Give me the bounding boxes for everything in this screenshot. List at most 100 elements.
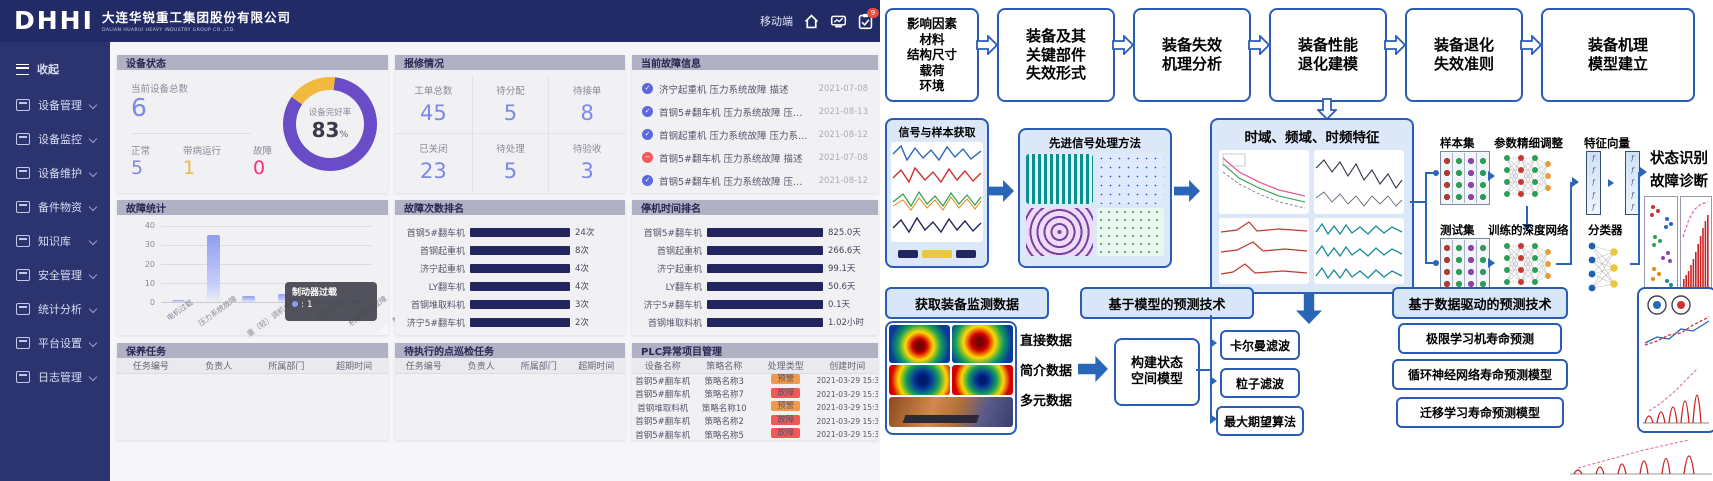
state-space-model-box: 构建状态 空间模型	[1114, 338, 1200, 406]
bar-noise[interactable]	[277, 294, 291, 302]
signal-box-controls	[887, 250, 987, 258]
arrow-right-icon	[1640, 167, 1652, 177]
divider	[131, 133, 251, 134]
table-row[interactable]: 首钢5#翻车机 策略名称2 故障 2021-03-29 15:39	[635, 414, 878, 428]
monitor-data-label: 获取装备监测数据	[885, 287, 1049, 319]
mobile-link[interactable]: 移动端	[760, 15, 793, 28]
monitor-chart-icon[interactable]	[830, 13, 847, 30]
home-icon[interactable]	[803, 13, 820, 30]
elm-prediction-box: 极限学习机寿命预测	[1398, 323, 1562, 354]
fault-list-item[interactable]: ✓ 首钢起重机 压力系统故障 压力系统故障 2021-08-12	[642, 123, 868, 146]
data-driven-label: 基于数据驱动的预测技术	[1392, 287, 1568, 319]
equipment-monitoring-icon	[16, 133, 30, 145]
connector-line	[1425, 172, 1436, 174]
current-fault-panel: 当前故障信息 ✓ 济宁起重机 压力系统故障 描述 2021-07-08 ✓ 首钢5#翻…	[632, 55, 878, 193]
sidebar-item-equipment-management[interactable]: 设备管理	[0, 90, 110, 120]
table-header: 设备名称 策略名称 处理类型 创建时间	[632, 358, 878, 374]
rings-image	[1026, 208, 1093, 256]
fault-list-item[interactable]: ✓首钢5#翻车机 压力系统故障 压力系统...2021-08-12	[642, 169, 868, 192]
table-row[interactable]: 首钢堆取料机 策略名称10 预警 2021-03-29 15:39	[637, 401, 878, 414]
sidebar-item-safety-management[interactable]: 安全管理	[0, 260, 110, 290]
processing-box-title: 先进信号处理方法	[1049, 136, 1141, 150]
sidebar-item-spare-parts[interactable]: 备件物资	[0, 192, 110, 222]
deep-network-image	[1503, 242, 1552, 286]
table-row[interactable]: 首钢5#翻车机 策略名称5 故障 2021-03-29 15:39	[635, 428, 878, 441]
flow-box-failure-criteria: 装备退化 失效准则	[1405, 8, 1523, 102]
sample-set-image	[1440, 151, 1490, 205]
status-badge: 预警	[771, 374, 801, 385]
rank-row: 首钢堆取料机 3次	[410, 299, 589, 311]
sidebar-item-equipment-maintenance[interactable]: 设备维护	[0, 158, 110, 188]
panel-header: 当前故障信息	[632, 55, 878, 70]
sample-chip[interactable]	[898, 250, 918, 258]
branch-bullet	[1433, 170, 1439, 176]
panel-title: PLC异常项目管理	[641, 347, 723, 358]
param-tuning-label: 参数精细调整	[1494, 136, 1563, 150]
fault-list-item[interactable]: − 首钢5#翻车机 压力系统故障 描述 2021-07-08	[642, 146, 868, 169]
prediction-result-box	[1637, 287, 1713, 433]
fault-stat: 故障 0	[253, 146, 273, 179]
feature-extraction-box: 时域、频域、时频特征	[1210, 118, 1414, 294]
sidebar-collapse[interactable]: 收起	[0, 54, 110, 84]
contour-image	[889, 325, 950, 363]
flow-box-degradation-modeling: 装备性能 退化建模	[1269, 8, 1387, 102]
hollow-arrow-right-icon	[976, 35, 998, 55]
transfer-learning-box: 迁移学习寿命预测模型	[1396, 397, 1564, 428]
connector-line	[1556, 263, 1570, 265]
hamburger-icon	[16, 63, 29, 75]
chevron-down-icon	[88, 236, 98, 246]
chevron-down-icon	[88, 100, 98, 110]
panel-header: 故障统计	[117, 200, 388, 215]
rank-row: 首钢起重机 266.6天	[656, 245, 861, 257]
decay-curves-plot	[1219, 150, 1309, 214]
notification-badge: 9	[867, 7, 879, 18]
contour-thumbnails	[887, 323, 1015, 397]
hollow-arrow-right-icon	[1112, 35, 1134, 55]
test-set-label: 测试集	[1440, 223, 1475, 237]
fault-list-item[interactable]: ✓ 济宁起重机 压力系统故障 描述 2021-07-08	[642, 77, 868, 100]
equipment-maintenance-icon	[16, 167, 30, 179]
chevron-down-icon	[88, 304, 98, 314]
arrow-right-icon	[1210, 338, 1222, 348]
bar-motor-overload[interactable]	[172, 299, 186, 302]
bar-tipper-motor[interactable]	[242, 295, 256, 302]
status-badge: 故障	[771, 414, 801, 425]
sample-set-label: 样本集	[1440, 136, 1475, 150]
rank-row: 济宁起重机 4次	[419, 263, 589, 275]
rank-row: 济宁5#翻车机 2次	[406, 317, 589, 329]
knowledge-base-icon	[16, 235, 30, 247]
platform-settings-icon	[16, 337, 30, 349]
repair-grid: 工单总数 45 待分配 5 待接单 8 已关闭 23 待处理 5 待验收 3	[395, 75, 625, 191]
sidebar-item-statistics[interactable]: 统计分析	[0, 294, 110, 324]
clipboard-icon[interactable]: 9	[857, 7, 879, 30]
save-data-chip[interactable]	[922, 250, 952, 258]
table-header: 任务编号 负责人 所属部门 超期时间	[117, 358, 388, 374]
statistics-icon	[16, 303, 30, 315]
repair-stat: 待处理 5	[471, 133, 549, 191]
table-row[interactable]: 首钢5#翻车机 策略名称7 故障 2021-03-29 15:39	[635, 387, 878, 401]
monitor-data-images	[885, 321, 1017, 435]
ascending-bars-image	[1680, 196, 1712, 292]
table-row[interactable]: 首钢5#翻车机 策略名称3 预警 2021-03-29 15:39	[635, 374, 878, 387]
panel-title: 保养任务	[126, 347, 166, 358]
sidebar-item-platform-settings[interactable]: 平台设置	[0, 328, 110, 358]
sample-chip[interactable]	[956, 250, 976, 258]
bar-pressure-system[interactable]	[207, 235, 221, 302]
arrow-right-icon	[1210, 376, 1222, 386]
fat-arrow-right	[1174, 180, 1200, 202]
connector-line	[1196, 369, 1210, 371]
sidebar-item-equipment-monitoring[interactable]: 设备监控	[0, 124, 110, 154]
connector-line	[1210, 315, 1212, 419]
panel-header: PLC异常项目管理	[632, 343, 878, 358]
feature-plots	[1212, 150, 1412, 284]
dhhi-logo: DHHI	[14, 6, 94, 35]
fault-list-item[interactable]: ✓首钢5#翻车机 压力系统故障 压力系统...2021-08-13	[642, 100, 868, 123]
series-dot	[292, 301, 298, 307]
status-check-icon: ✓	[642, 106, 653, 117]
signal-waveforms-image	[891, 142, 983, 242]
connector-line	[1410, 201, 1425, 203]
equipment-health-donut: 设备完好率 83%	[283, 77, 377, 171]
sidebar-item-log-management[interactable]: 日志管理	[0, 362, 110, 392]
sidebar-item-knowledge-base[interactable]: 知识库	[0, 226, 110, 256]
